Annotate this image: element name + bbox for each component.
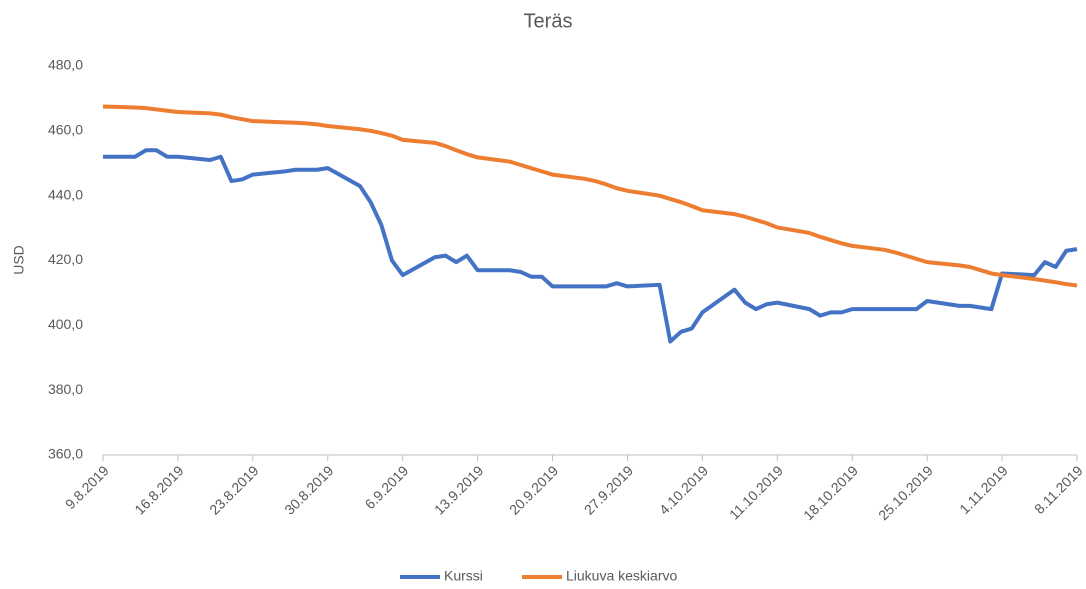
- x-tick-label: 16.8.2019: [131, 462, 187, 518]
- x-tick-label: 25.10.2019: [875, 462, 936, 523]
- chart-title: Teräs: [524, 10, 573, 32]
- x-tick-label: 11.10.2019: [726, 462, 786, 522]
- x-tick-label: 8.11.2019: [1031, 462, 1086, 517]
- y-tick-label: 360,0: [48, 446, 83, 462]
- y-tick-label: 400,0: [48, 316, 83, 332]
- legend-label: Liukuva keskiarvo: [566, 568, 677, 584]
- legend-label: Kurssi: [444, 568, 483, 584]
- x-tick-label: 20.9.2019: [506, 462, 562, 518]
- line: [103, 148, 1078, 344]
- y-tick-label: 460,0: [48, 122, 83, 138]
- x-tick-label: 23.8.2019: [206, 462, 262, 518]
- x-tick-label: 13.9.2019: [431, 462, 487, 518]
- x-tick-label: 1.11.2019: [956, 462, 1011, 517]
- y-tick-label: 440,0: [48, 186, 83, 202]
- y-axis-label: USD: [11, 245, 27, 275]
- x-tick-label: 30.8.2019: [281, 462, 337, 518]
- x-tick-label: 27.9.2019: [581, 462, 637, 518]
- x-tick-label: 18.10.2019: [800, 462, 861, 523]
- x-tick-label: 6.9.2019: [362, 462, 412, 512]
- x-tick-label: 4.10.2019: [656, 462, 712, 518]
- y-tick-label: 480,0: [48, 57, 83, 73]
- line: [102, 104, 1078, 288]
- x-tick-label: 9.8.2019: [62, 462, 112, 512]
- y-tick-label: 380,0: [48, 381, 83, 397]
- y-tick-label: 420,0: [48, 251, 83, 267]
